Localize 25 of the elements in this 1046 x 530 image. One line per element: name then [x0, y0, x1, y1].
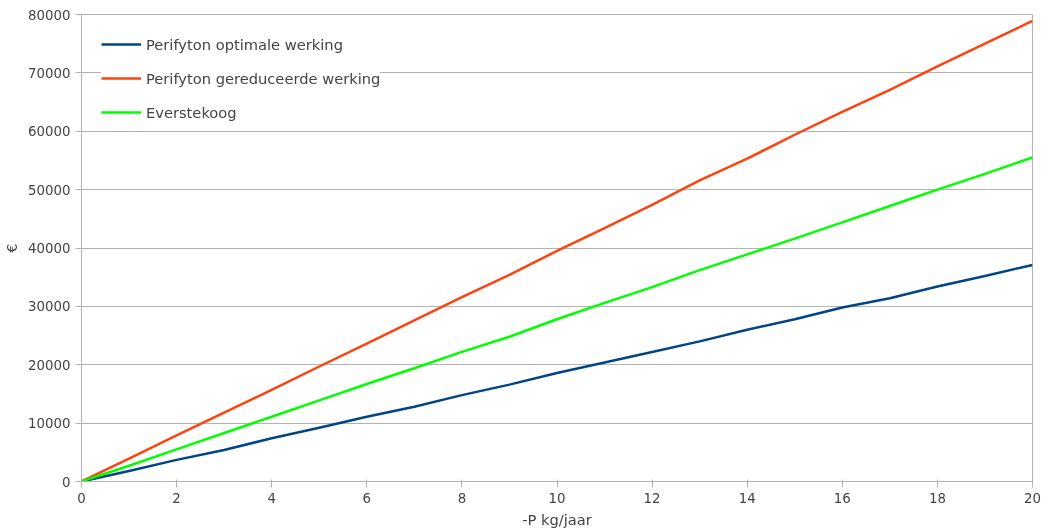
x-tick-label: 20: [1024, 490, 1041, 506]
legend-label: Everstekoog: [146, 103, 237, 121]
legend-label: Perifyton gereduceerde werking: [146, 69, 381, 87]
legend-label: Perifyton optimale werking: [146, 35, 343, 53]
x-tick-label: 4: [267, 490, 276, 506]
x-tick-label: 10: [548, 490, 566, 506]
x-tick-label: 12: [643, 490, 661, 506]
x-tick-label: 18: [928, 490, 946, 506]
y-tick-label: 50000: [28, 182, 71, 198]
y-tick-label: 30000: [28, 299, 71, 315]
x-tick-label: 16: [833, 490, 851, 506]
x-tick-label: 0: [77, 490, 86, 506]
x-tick-label: 2: [172, 490, 181, 506]
y-tick-label: 10000: [28, 416, 71, 432]
y-tick-label: 0: [62, 474, 71, 490]
x-tick-label: 6: [362, 490, 372, 506]
y-tick-label: 40000: [28, 241, 71, 256]
y-tick-label: 70000: [28, 65, 71, 81]
y-tick-label: 80000: [28, 7, 71, 23]
x-tick-label: 14: [738, 490, 756, 506]
y-axis-title: €: [3, 243, 21, 253]
x-tick-label: 8: [457, 490, 467, 506]
y-tick-label: 60000: [28, 124, 71, 140]
y-tick-label: 20000: [28, 357, 71, 373]
x-axis-title: -P kg/jaar: [522, 510, 593, 528]
